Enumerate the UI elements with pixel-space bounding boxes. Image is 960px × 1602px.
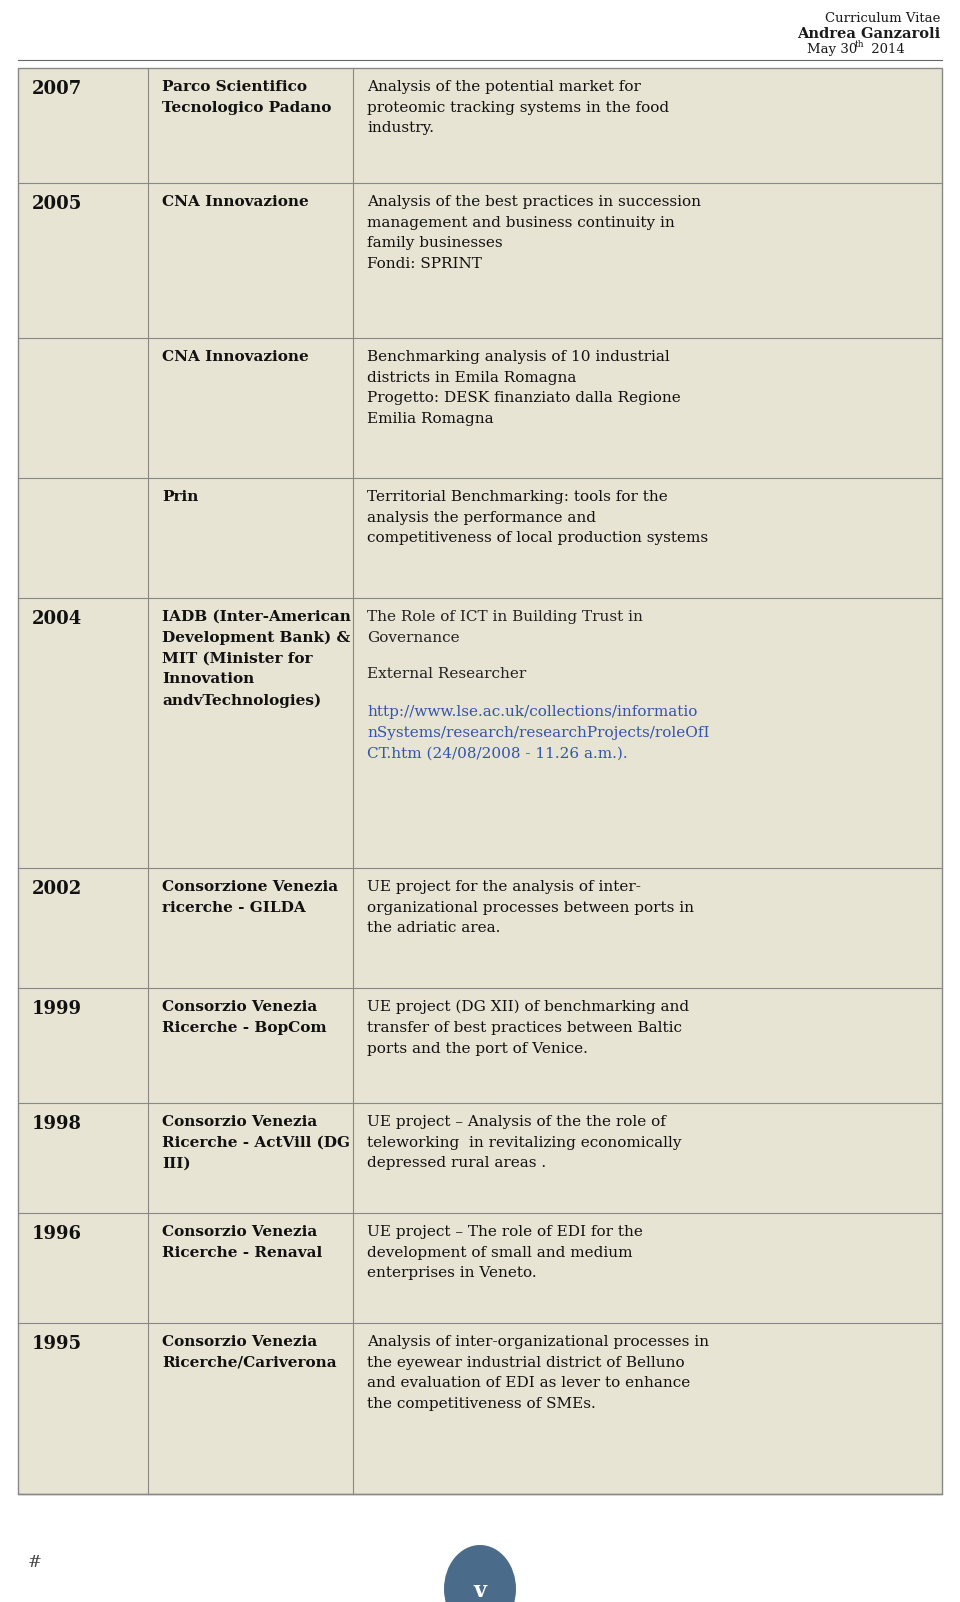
Text: IADB (Inter-American
Development Bank) &
MIT (Minister for
Innovation
andvTechno: IADB (Inter-American Development Bank) &…	[162, 610, 350, 708]
Text: Andrea Ganzaroli: Andrea Ganzaroli	[797, 27, 940, 42]
Text: UE project – Analysis of the the role of
teleworking  in revitalizing economical: UE project – Analysis of the the role of…	[367, 1115, 682, 1169]
Text: Parco Scientifico
Tecnologico Padano: Parco Scientifico Tecnologico Padano	[162, 80, 331, 115]
Text: CNA Innovazione: CNA Innovazione	[162, 195, 309, 208]
Text: th: th	[855, 40, 865, 50]
Text: 1999: 1999	[32, 1000, 82, 1017]
Text: Consorzio Venezia
Ricerche - ActVill (DG
III): Consorzio Venezia Ricerche - ActVill (DG…	[162, 1115, 350, 1169]
Text: 1998: 1998	[32, 1115, 82, 1133]
Text: 2007: 2007	[32, 80, 83, 98]
Text: 2005: 2005	[32, 195, 83, 213]
Text: Consorzio Venezia
Ricerche - BopCom: Consorzio Venezia Ricerche - BopCom	[162, 1000, 326, 1035]
Text: Consorzio Venezia
Ricerche/Cariverona: Consorzio Venezia Ricerche/Cariverona	[162, 1334, 337, 1370]
Text: Analysis of the potential market for
proteomic tracking systems in the food
indu: Analysis of the potential market for pro…	[367, 80, 669, 135]
Text: #: #	[28, 1554, 42, 1572]
Text: 1995: 1995	[32, 1334, 83, 1354]
Text: UE project (DG XII) of benchmarking and
transfer of best practices between Balti: UE project (DG XII) of benchmarking and …	[367, 1000, 689, 1056]
Text: 2004: 2004	[32, 610, 83, 628]
Text: UE project for the analysis of inter-
organizational processes between ports in
: UE project for the analysis of inter- or…	[367, 879, 694, 936]
Text: May 30: May 30	[807, 43, 857, 56]
Text: 1996: 1996	[32, 1226, 82, 1243]
Text: CNA Innovazione: CNA Innovazione	[162, 349, 309, 364]
Text: v: v	[473, 1580, 487, 1602]
Text: Benchmarking analysis of 10 industrial
districts in Emila Romagna
Progetto: DESK: Benchmarking analysis of 10 industrial d…	[367, 349, 681, 426]
Text: Prin: Prin	[162, 490, 199, 505]
FancyBboxPatch shape	[18, 67, 942, 1495]
Ellipse shape	[444, 1544, 516, 1602]
Text: 2002: 2002	[32, 879, 83, 899]
Text: Curriculum Vitae: Curriculum Vitae	[825, 11, 940, 26]
Text: UE project – The role of EDI for the
development of small and medium
enterprises: UE project – The role of EDI for the dev…	[367, 1226, 643, 1280]
Text: Consorzione Venezia
ricerche - GILDA: Consorzione Venezia ricerche - GILDA	[162, 879, 338, 915]
Text: The Role of ICT in Building Trust in
Governance: The Role of ICT in Building Trust in Gov…	[367, 610, 643, 644]
Text: Analysis of inter-organizational processes in
the eyewear industrial district of: Analysis of inter-organizational process…	[367, 1334, 709, 1411]
Text: Analysis of the best practices in succession
management and business continuity : Analysis of the best practices in succes…	[367, 195, 701, 271]
Text: http://www.lse.ac.uk/collections/informatio
nSystems/research/researchProjects/r: http://www.lse.ac.uk/collections/informa…	[367, 705, 709, 761]
Text: 2014: 2014	[867, 43, 904, 56]
Text: Consorzio Venezia
Ricerche - Renaval: Consorzio Venezia Ricerche - Renaval	[162, 1226, 323, 1259]
Text: Territorial Benchmarking: tools for the
analysis the performance and
competitive: Territorial Benchmarking: tools for the …	[367, 490, 708, 545]
Text: External Researcher: External Researcher	[367, 666, 526, 681]
